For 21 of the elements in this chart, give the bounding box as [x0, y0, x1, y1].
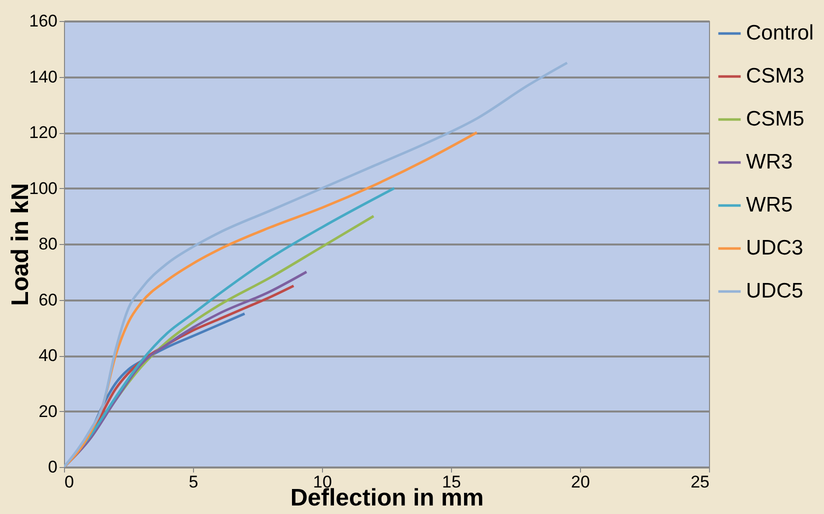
- x-tick-label: 5: [188, 472, 198, 492]
- legend-label: UDC3: [746, 236, 804, 260]
- line-series: [64, 62, 568, 467]
- y-tick-label: 40: [38, 346, 58, 365]
- x-tick-label: 0: [64, 472, 74, 492]
- y-tick-label: 0: [48, 458, 58, 476]
- y-tick-label: 80: [38, 234, 58, 254]
- legend-label: WR5: [746, 194, 793, 216]
- y-tick-label: 140: [29, 67, 58, 86]
- y-tick-label: 160: [29, 12, 58, 30]
- y-tick-label: 120: [29, 123, 58, 142]
- y-tick-label: 20: [38, 402, 58, 421]
- legend-label: CSM3: [746, 64, 804, 88]
- legend-label: WR3: [746, 150, 793, 174]
- x-tick-label: 20: [571, 472, 590, 492]
- legend-label: Control: [746, 22, 814, 44]
- x-tick-label: 15: [442, 472, 461, 492]
- legend-label: CSM5: [746, 108, 804, 130]
- y-tick-label: 60: [38, 290, 58, 310]
- legend-label: UDC5: [746, 280, 804, 302]
- x-tick-label: 25: [690, 472, 710, 492]
